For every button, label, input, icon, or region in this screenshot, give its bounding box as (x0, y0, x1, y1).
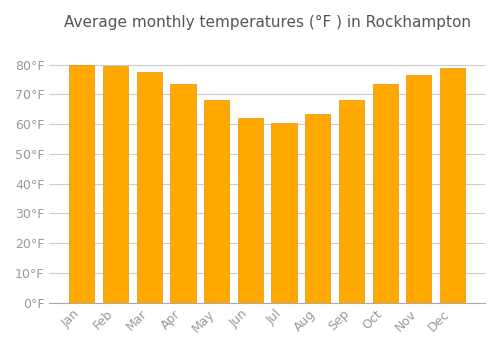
Bar (170, 84, 196, 303)
Bar (406, 75, 431, 303)
Bar (103, 66, 128, 303)
Bar (339, 100, 364, 303)
Bar (69, 65, 94, 303)
Bar (238, 118, 263, 303)
Bar (305, 114, 330, 303)
Bar (136, 72, 162, 303)
Title: Average monthly temperatures (°F ) in Rockhampton: Average monthly temperatures (°F ) in Ro… (64, 15, 470, 30)
Bar (372, 84, 398, 303)
Bar (440, 68, 465, 303)
Bar (272, 123, 296, 303)
Bar (204, 100, 230, 303)
